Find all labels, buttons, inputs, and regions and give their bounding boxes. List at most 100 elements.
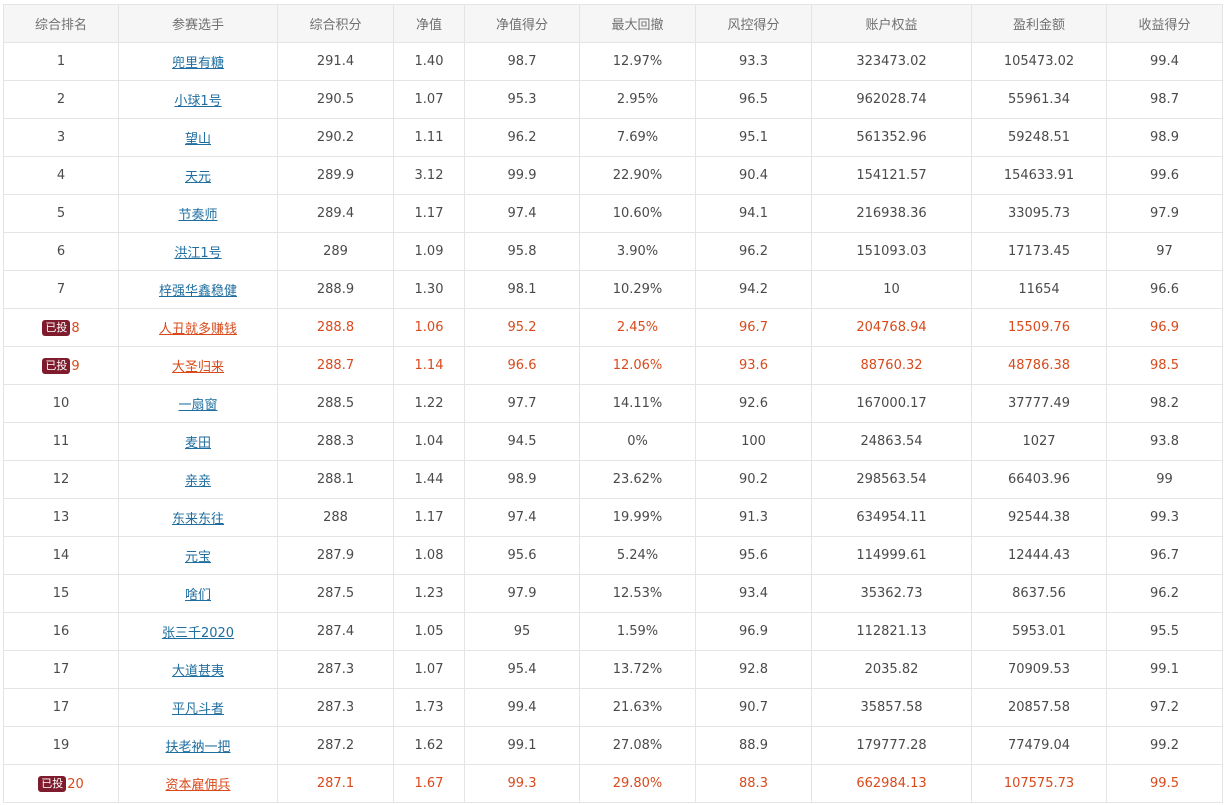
header-player[interactable]: 参赛选手 (118, 4, 278, 43)
player-link[interactable]: 兜里有糖 (171, 56, 224, 71)
total-score-cell: 290.2 (277, 118, 394, 157)
player-link[interactable]: 扶老衲一把 (165, 740, 231, 755)
max-drawdown-value: 14.11% (612, 396, 663, 411)
risk-score-cell: 100 (695, 422, 812, 461)
profit-value: 105473.02 (1003, 54, 1075, 69)
header-nav[interactable]: 净值 (393, 4, 465, 43)
equity-value: 24863.54 (860, 434, 923, 449)
profit-cell: 77479.04 (971, 726, 1107, 765)
equity-value: 962028.74 (856, 92, 927, 107)
nav-value: 1.06 (414, 320, 444, 335)
header-profit[interactable]: 盈利金额 (971, 4, 1107, 43)
profit-value: 92544.38 (1007, 510, 1071, 525)
equity-cell: 114999.61 (811, 536, 972, 575)
table-row: 19 扶老衲一把 287.2 1.62 99.1 27.08% 88.9 179777.28 7… (3, 726, 1223, 765)
total-score-cell: 288.1 (277, 460, 394, 499)
nav-cell: 1.17 (393, 498, 465, 537)
player-link[interactable]: 人丑就多赚钱 (158, 322, 237, 337)
max-drawdown-cell: 3.90% (579, 232, 696, 271)
table-row: 4 天元 289.9 3.12 99.9 22.90% 90.4 154121.57 15463… (3, 156, 1223, 195)
nav-cell: 1.09 (393, 232, 465, 271)
equity-cell: 35857.58 (811, 688, 972, 727)
player-link[interactable]: 大圣归来 (171, 360, 224, 375)
player-link[interactable]: 平凡斗者 (171, 702, 224, 717)
rank-value: 14 (52, 548, 70, 563)
nav-score-cell: 95 (464, 612, 580, 651)
player-link[interactable]: 望山 (184, 132, 211, 147)
max-drawdown-value: 12.06% (612, 358, 663, 373)
player-link[interactable]: 大道甚夷 (171, 664, 224, 679)
nav-cell: 1.07 (393, 650, 465, 689)
player-cell: 亲亲 (118, 460, 278, 499)
player-link[interactable]: 资本雇佣兵 (165, 778, 231, 793)
nav-score-cell: 96.2 (464, 118, 580, 157)
return-score-cell: 99.4 (1106, 42, 1223, 81)
header-rank[interactable]: 综合排名 (3, 4, 119, 43)
header-nav-score[interactable]: 净值得分 (464, 4, 580, 43)
max-drawdown-cell: 12.53% (579, 574, 696, 613)
total-score-cell: 288.9 (277, 270, 394, 309)
return-score-cell: 96.7 (1106, 536, 1223, 575)
nav-cell: 1.04 (393, 422, 465, 461)
player-link[interactable]: 张三千2020 (161, 626, 235, 641)
return-score-value: 97.2 (1150, 700, 1179, 715)
total-score-value: 287.3 (316, 700, 355, 715)
rank-cell: 1 (3, 42, 119, 81)
header-total-score[interactable]: 综合积分 (277, 4, 394, 43)
profit-cell: 1027 (971, 422, 1107, 461)
equity-value: 35362.73 (860, 586, 923, 601)
equity-cell: 151093.03 (811, 232, 972, 271)
rank-cell: 11 (3, 422, 119, 461)
return-score-cell: 99.2 (1106, 726, 1223, 765)
equity-value: 216938.36 (856, 206, 927, 221)
player-link[interactable]: 梓强华鑫稳健 (158, 284, 237, 299)
risk-score-cell: 93.6 (695, 346, 812, 385)
player-link[interactable]: 一扇窗 (178, 398, 218, 413)
equity-cell: 154121.57 (811, 156, 972, 195)
max-drawdown-cell: 12.06% (579, 346, 696, 385)
player-link[interactable]: 洪江1号 (174, 246, 222, 261)
rank-cell: 5 (3, 194, 119, 233)
player-link[interactable]: 小球1号 (174, 94, 222, 109)
rank-cell: 2 (3, 80, 119, 119)
header-max-drawdown[interactable]: 最大回撤 (579, 4, 696, 43)
nav-cell: 1.67 (393, 764, 465, 803)
return-score-value: 98.5 (1150, 358, 1179, 373)
rank-cell: 7 (3, 270, 119, 309)
header-risk-score[interactable]: 风控得分 (695, 4, 812, 43)
equity-value: 204768.94 (856, 320, 927, 335)
risk-score-value: 96.2 (739, 244, 768, 259)
equity-cell: 10 (811, 270, 972, 309)
max-drawdown-value: 12.53% (612, 586, 663, 601)
rank-cell: 17 (3, 650, 119, 689)
player-link[interactable]: 亲亲 (184, 474, 211, 489)
return-score-value: 96.7 (1150, 548, 1179, 563)
profit-cell: 5953.01 (971, 612, 1107, 651)
max-drawdown-cell: 7.69% (579, 118, 696, 157)
equity-value: 154121.57 (856, 168, 927, 183)
player-link[interactable]: 天元 (184, 170, 211, 185)
nav-score-cell: 97.4 (464, 194, 580, 233)
nav-value: 1.09 (414, 244, 444, 259)
rank-value: 17 (52, 700, 70, 715)
profit-cell: 70909.53 (971, 650, 1107, 689)
player-link[interactable]: 节奏师 (178, 208, 218, 223)
profit-value: 15509.76 (1007, 320, 1071, 335)
risk-score-cell: 93.3 (695, 42, 812, 81)
player-link[interactable]: 东来东往 (171, 512, 224, 527)
profit-value: 59248.51 (1007, 130, 1071, 145)
nav-score-value: 94.5 (507, 434, 537, 449)
rank-value: 6 (56, 244, 66, 259)
player-link[interactable]: 元宝 (184, 550, 211, 565)
nav-score-cell: 99.9 (464, 156, 580, 195)
max-drawdown-value: 10.60% (612, 206, 663, 221)
risk-score-cell: 95.1 (695, 118, 812, 157)
header-equity[interactable]: 账户权益 (811, 4, 972, 43)
table-row: 16 张三千2020 287.4 1.05 95 1.59% 96.9 112821.13 59… (3, 612, 1223, 651)
player-link[interactable]: 麦田 (184, 436, 211, 451)
risk-score-value: 93.6 (739, 358, 768, 373)
player-cell: 一扇窗 (118, 384, 278, 423)
header-return-score[interactable]: 收益得分 (1106, 4, 1223, 43)
player-link[interactable]: 啥们 (184, 588, 211, 603)
nav-cell: 1.40 (393, 42, 465, 81)
